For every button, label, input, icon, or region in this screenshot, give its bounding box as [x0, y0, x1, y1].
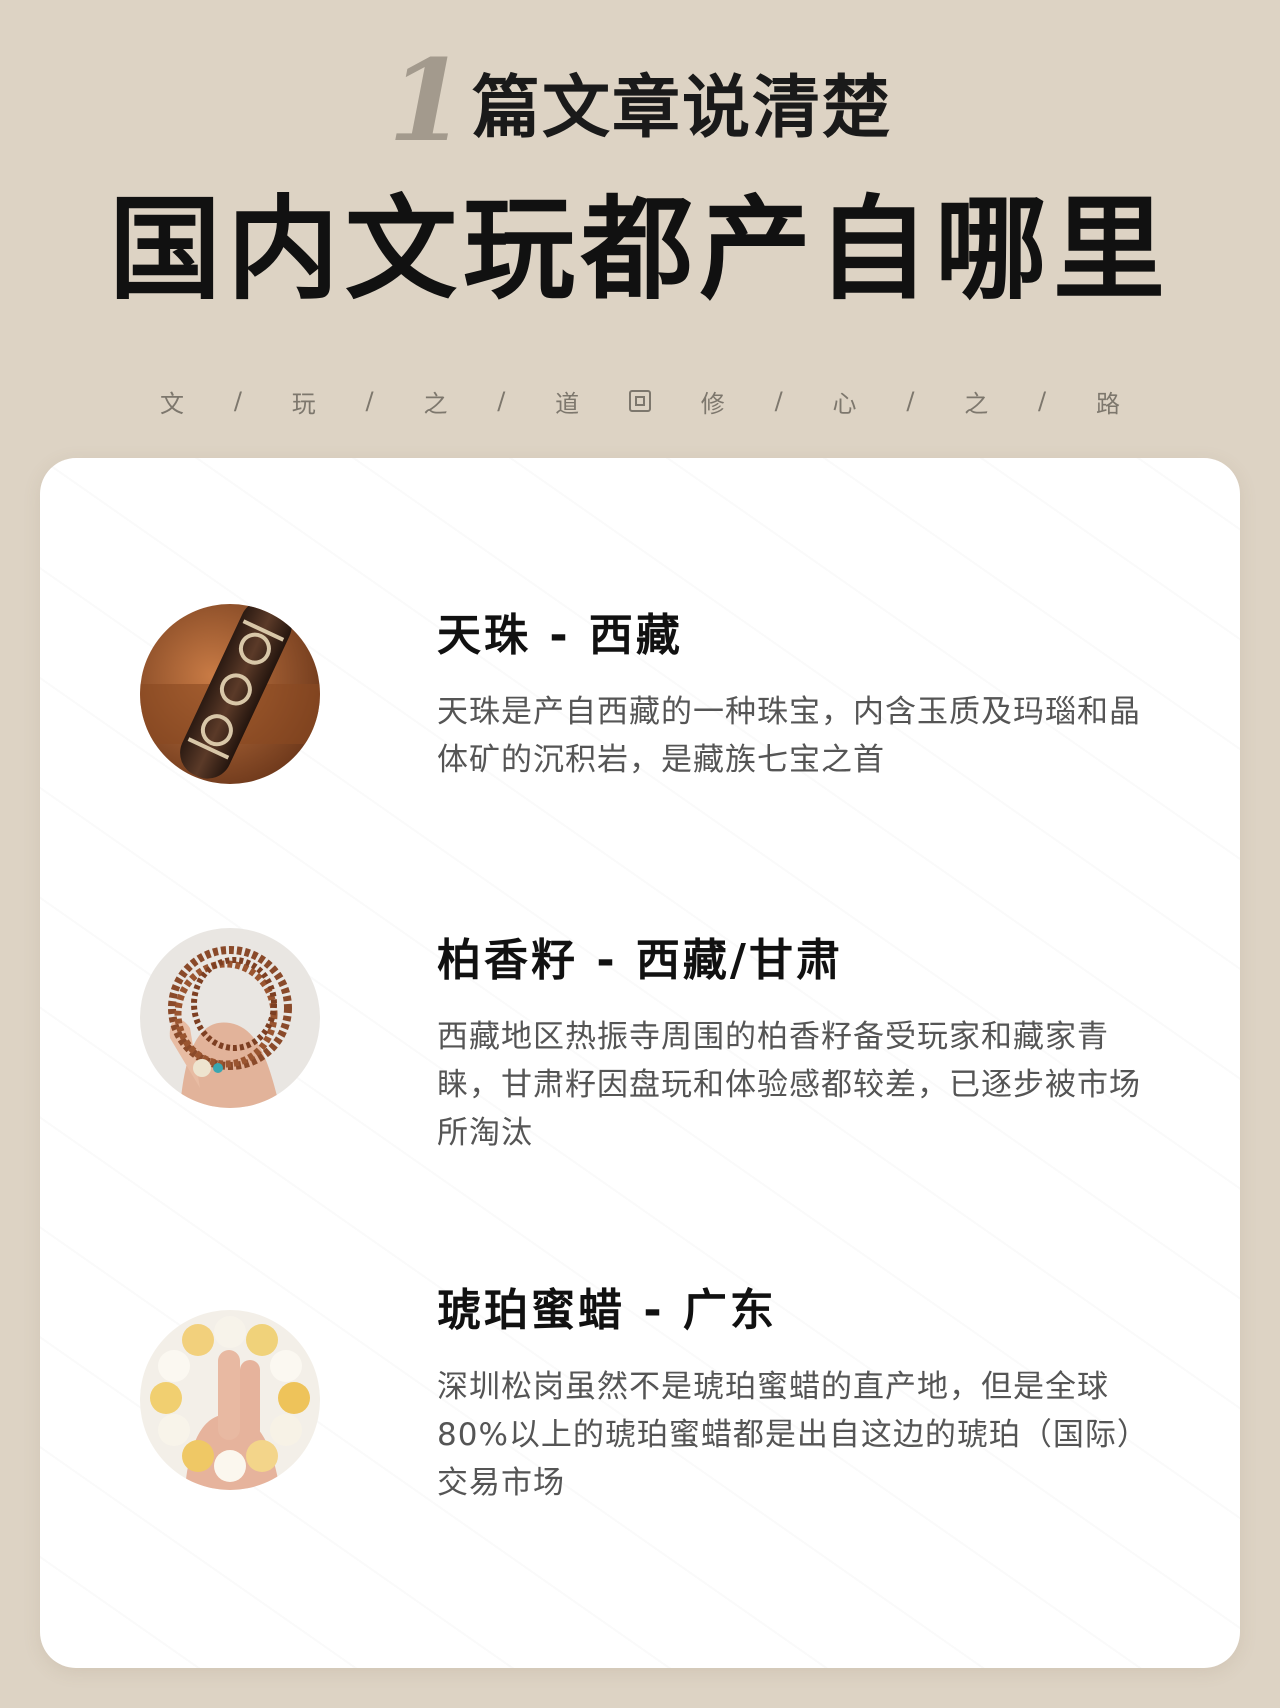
- motto-row: 文 / 玩 / 之 / 道 修 / 心 / 之 / 路: [160, 384, 1120, 418]
- dzi-bead-image: [140, 604, 320, 784]
- content-card: 天珠 - 西藏 天珠是产自西藏的一种珠宝，内含玉质及玛瑙和晶体矿的沉积岩，是藏族…: [40, 458, 1240, 1668]
- motto-char: /: [774, 387, 783, 415]
- seal-icon: [628, 390, 651, 412]
- cypress-seed-bracelet-image: [140, 928, 320, 1108]
- motto-char: /: [497, 387, 506, 415]
- item-description: 深圳松岗虽然不是琥珀蜜蜡的直产地，但是全球80%以上的琥珀蜜蜡都是出自这边的琥珀…: [437, 1369, 1149, 1501]
- item-title: 柏香籽 - 西藏/甘肃: [437, 935, 843, 986]
- item-description: 天珠是产自西藏的一种珠宝，内含玉质及玛瑙和晶体矿的沉积岩，是藏族七宝之首: [437, 694, 1141, 778]
- motto-char: 道: [555, 389, 580, 418]
- motto-char: /: [906, 387, 915, 415]
- motto-char: /: [1038, 387, 1047, 415]
- motto-char: /: [233, 387, 242, 415]
- article-number: 1: [388, 36, 466, 167]
- header: 1 篇文章说清楚 国内文玩都产自哪里 文 / 玩 / 之 / 道 修 / 心 /…: [0, 0, 1280, 450]
- motto-char: 心: [832, 389, 857, 418]
- item-title: 天珠 - 西藏: [437, 610, 683, 661]
- subtitle-row: 1 篇文章说清楚: [0, 36, 1280, 167]
- page-title: 国内文玩都产自哪里: [109, 184, 1171, 315]
- motto-char: 之: [423, 389, 448, 418]
- amber-beeswax-bracelet-image: [140, 1310, 320, 1490]
- item-title: 琥珀蜜蜡 - 广东: [437, 1285, 777, 1336]
- motto-char: 之: [964, 389, 989, 418]
- page-subtitle: 篇文章说清楚: [471, 68, 892, 148]
- item-description: 西藏地区热振寺周围的柏香籽备受玩家和藏家青睐，甘肃籽因盘玩和体验感都较差，已逐步…: [437, 1019, 1141, 1151]
- motto-char: 路: [1095, 389, 1120, 418]
- motto-char: 文: [160, 389, 184, 418]
- motto-char: /: [365, 387, 374, 415]
- motto-char: 修: [700, 389, 725, 418]
- motto-char: 玩: [291, 389, 316, 418]
